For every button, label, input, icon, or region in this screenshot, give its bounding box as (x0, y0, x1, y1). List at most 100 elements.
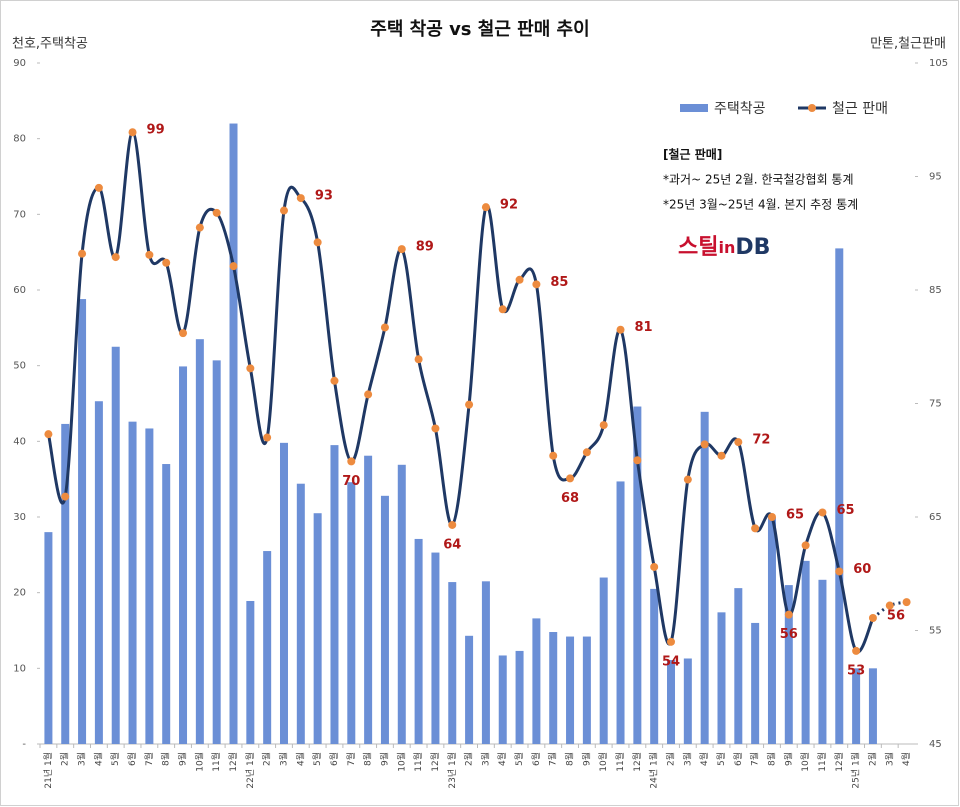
bar (330, 445, 339, 744)
x-tick-label: 11월 (816, 752, 828, 772)
marker (296, 194, 305, 203)
x-tick-label: 8월 (160, 752, 172, 766)
x-tick-label: 10월 (395, 752, 407, 772)
marker (61, 492, 70, 501)
x-tick-label: 7월 (345, 752, 357, 766)
y2-tick-label: 75 (929, 399, 942, 410)
marker (784, 610, 793, 619)
bar (465, 635, 474, 744)
data-label: 72 (752, 433, 770, 448)
x-tick-label: 2월 (463, 752, 475, 766)
y-axis-label: 천호,주택착공 (12, 37, 88, 52)
data-label: 56 (887, 609, 905, 624)
marker (767, 513, 776, 521)
data-label: 92 (500, 198, 518, 213)
x-tick-label: 9월 (378, 752, 390, 766)
marker (566, 474, 575, 483)
x-tick-label: 4월 (294, 752, 306, 766)
marker (751, 524, 760, 533)
x-tick-label: 10월 (597, 752, 609, 772)
bar (852, 668, 861, 744)
bar (751, 622, 760, 744)
marker (78, 249, 87, 258)
bar (380, 495, 389, 744)
bar (61, 423, 70, 744)
x-tick-label: 6월 (328, 752, 340, 766)
x-tick-label: 12월 (631, 752, 643, 772)
marker (717, 451, 726, 460)
bar (667, 660, 676, 744)
marker (111, 253, 120, 262)
x-tick-label: 22년 1월 (244, 752, 256, 789)
x-tick-label: 21년 1월 (42, 752, 54, 789)
marker (212, 208, 221, 217)
bar (868, 668, 877, 744)
x-tick-label: 23년 1월 (446, 752, 458, 789)
marker (481, 203, 490, 212)
y2-tick-label: 95 (929, 172, 942, 183)
x-tick-label: 5월 (715, 752, 727, 766)
x-tick-label: 5월 (311, 752, 323, 766)
bar (801, 560, 810, 744)
data-label: 89 (416, 240, 434, 255)
data-label: 85 (550, 275, 568, 290)
bar (229, 123, 238, 745)
y2-tick-label: 105 (929, 58, 948, 69)
bar (246, 600, 255, 744)
bar (212, 360, 221, 744)
x-tick-label: 9월 (177, 752, 189, 766)
x-tick-label: 8월 (362, 752, 374, 766)
data-label: 56 (780, 627, 798, 642)
marker (448, 520, 457, 529)
y-tick-label: 50 (13, 361, 26, 372)
marker (246, 364, 255, 373)
x-tick-label: 11월 (210, 752, 222, 772)
marker (633, 456, 642, 465)
x-tick-label: 6월 (126, 752, 138, 766)
marker (229, 262, 238, 271)
bar (195, 339, 204, 744)
marker (145, 250, 154, 259)
annotation: *25년 3월~25년 4월. 본지 추정 통계 (663, 198, 858, 212)
x-tick-label: 3월 (883, 752, 895, 766)
x-tick-label: 10월 (193, 752, 205, 772)
marker (549, 451, 558, 460)
annotation: [철근 판매] (663, 147, 722, 162)
marker (195, 223, 204, 232)
logo-part: DB (735, 235, 770, 260)
x-tick-label: 25년 1월 (850, 752, 862, 789)
legend-label: 주택착공 (714, 101, 766, 117)
marker (532, 280, 541, 289)
x-tick-label: 3월 (681, 752, 693, 766)
marker (515, 275, 524, 284)
y-tick-label: - (22, 739, 26, 750)
legend-swatch (808, 104, 816, 112)
marker (263, 433, 272, 442)
marker (44, 430, 53, 439)
bar (179, 366, 188, 744)
marker (179, 329, 188, 338)
marker (818, 508, 827, 517)
marker (313, 238, 322, 247)
y2-tick-label: 45 (929, 739, 942, 750)
marker (582, 448, 591, 457)
x-tick-label: 4월 (698, 752, 710, 766)
marker (347, 457, 356, 466)
bar (532, 618, 541, 744)
bar (44, 532, 53, 744)
bar (784, 585, 793, 744)
x-tick-label: 3월 (277, 752, 289, 766)
x-tick-label: 7월 (547, 752, 559, 766)
marker (734, 438, 743, 447)
x-tick-label: 2월 (665, 752, 677, 766)
x-tick-label: 11월 (614, 752, 626, 772)
x-tick-label: 9월 (782, 752, 794, 766)
x-tick-label: 12월 (227, 752, 239, 772)
marker (414, 355, 423, 364)
y2-tick-label: 65 (929, 512, 942, 523)
marker (868, 614, 877, 623)
bar (818, 579, 827, 744)
logo-part: in (718, 238, 735, 257)
bar (599, 577, 608, 744)
data-label: 93 (315, 189, 333, 204)
